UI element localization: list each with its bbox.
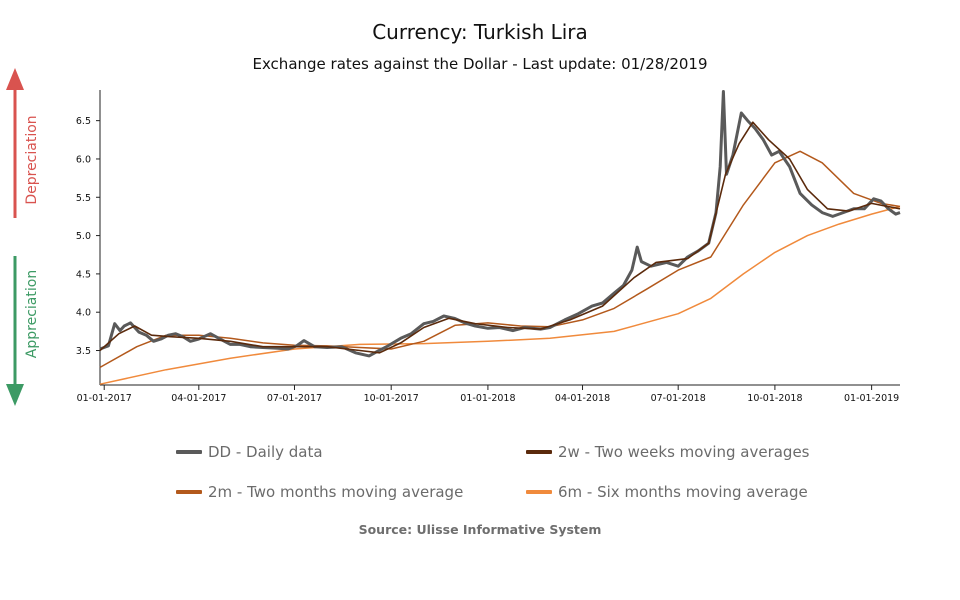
source-note: Source: Ulisse Informative System	[358, 522, 602, 537]
series-layer	[99, 90, 901, 385]
appreciation-indicator: Appreciation	[6, 256, 40, 406]
legend-swatch-6m	[526, 490, 552, 494]
x-tick-label: 07-01-2018	[651, 393, 706, 404]
depreciation-arrow-head	[6, 68, 24, 90]
legend-label-daily: DD - Daily data	[208, 443, 323, 461]
appreciation-label: Appreciation	[24, 270, 40, 358]
x-tick-label: 04-01-2017	[171, 393, 226, 404]
chart-legend: DD - Daily data 2w - Two weeks moving av…	[0, 440, 960, 510]
y-tick-label: 4.0	[76, 308, 91, 319]
legend-label-2w: 2w - Two weeks moving averages	[558, 443, 810, 461]
legend-label-6m: 6m - Six months moving average	[558, 483, 808, 501]
legend-swatch-daily	[176, 450, 202, 454]
y-tick-label: 6.0	[76, 154, 91, 165]
x-tick-label: 01-01-2017	[77, 393, 132, 404]
legend-item-daily: DD - Daily data	[176, 443, 323, 461]
legend-item-2m: 2m - Two months moving average	[176, 483, 463, 501]
appreciation-arrow-head	[6, 384, 24, 406]
y-tick-label: 3.5	[76, 346, 91, 357]
x-tick-label: 07-01-2017	[267, 393, 322, 404]
y-tick-label: 5.0	[76, 231, 91, 242]
x-tick-label: 10-01-2017	[364, 393, 419, 404]
y-tick-label: 5.5	[76, 193, 91, 204]
x-tick-label: 04-01-2018	[555, 393, 610, 404]
y-tick-label: 4.5	[76, 269, 91, 280]
legend-label-2m: 2m - Two months moving average	[208, 483, 464, 501]
legend-swatch-2m	[176, 490, 202, 494]
y-axis-ticks: 3.5 4.0 4.5 5.0 5.5 6.0 6.5	[76, 116, 100, 357]
legend-swatch-2w	[526, 450, 552, 454]
legend-item-6m: 6m - Six months moving average	[526, 483, 808, 501]
chart-title: Currency: Turkish Lira	[372, 20, 588, 44]
x-tick-label: 01-01-2018	[460, 393, 515, 404]
x-tick-label: 01-01-2019	[844, 393, 899, 404]
series-line-6m	[99, 205, 901, 385]
x-axis-ticks: 01-01-2017 04-01-2017 07-01-2017 10-01-2017…	[77, 385, 899, 404]
y-tick-label: 6.5	[76, 116, 91, 127]
legend-item-2w: 2w - Two weeks moving averages	[526, 443, 810, 461]
series-line-2w	[99, 121, 901, 354]
series-line-daily	[99, 90, 901, 358]
depreciation-label: Depreciation	[24, 115, 40, 204]
depreciation-indicator: Depreciation	[6, 68, 40, 218]
chart-subtitle: Exchange rates against the Dollar - Last…	[252, 55, 708, 73]
x-tick-label: 10-01-2018	[747, 393, 802, 404]
series-line-2m	[99, 150, 901, 369]
